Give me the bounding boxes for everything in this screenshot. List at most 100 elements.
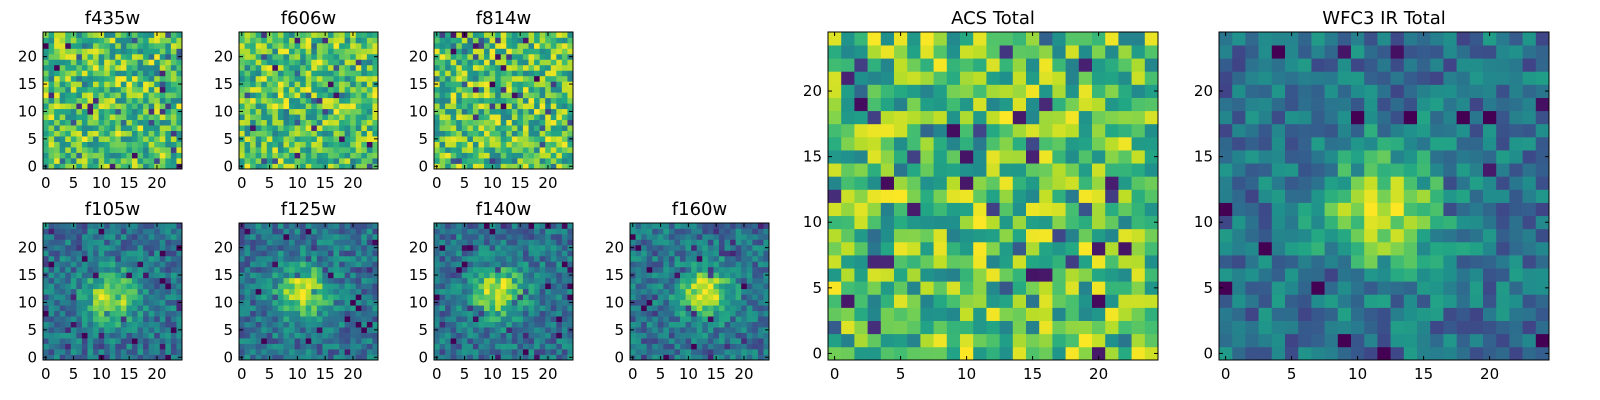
heatmap-cell xyxy=(495,108,502,115)
heatmap-cell xyxy=(339,59,345,66)
heatmap-cell xyxy=(730,261,736,268)
heatmap-cell xyxy=(511,147,518,153)
panel-title: f435w xyxy=(85,8,140,29)
heatmap-cell xyxy=(76,305,83,312)
heatmap-cell xyxy=(534,349,540,355)
heatmap-cell xyxy=(76,228,83,235)
heatmap-cell xyxy=(550,316,557,322)
heatmap-cell xyxy=(484,299,490,306)
heatmap-cell xyxy=(339,244,345,251)
heatmap-cell xyxy=(550,130,557,137)
heatmap-cell xyxy=(272,103,279,110)
heatmap-cell xyxy=(691,310,698,317)
heatmap-cell xyxy=(244,305,251,312)
heatmap-cell xyxy=(556,136,563,142)
heatmap-cell xyxy=(289,343,295,350)
heatmap-cell xyxy=(439,338,446,344)
heatmap-cell xyxy=(143,299,149,306)
heatmap-cell xyxy=(59,266,66,273)
heatmap-cell xyxy=(120,283,127,290)
heatmap-cell xyxy=(450,283,457,290)
heatmap-cell xyxy=(131,86,138,93)
heatmap-cell xyxy=(333,141,340,148)
heatmap-cell xyxy=(322,103,329,110)
heatmap-cell xyxy=(685,244,692,251)
heatmap-cell xyxy=(361,130,368,137)
heatmap-cell xyxy=(467,343,474,350)
heatmap-cell xyxy=(517,92,524,99)
heatmap-cell xyxy=(120,59,127,66)
heatmap-cell xyxy=(170,114,177,121)
heatmap-cell xyxy=(98,277,105,284)
heatmap-cell xyxy=(244,53,251,60)
heatmap-cell xyxy=(143,354,149,361)
heatmap-cell xyxy=(98,244,105,251)
heatmap-cell xyxy=(528,283,535,290)
heatmap-cell xyxy=(472,136,479,142)
heatmap-cell xyxy=(165,152,172,159)
heatmap-cell xyxy=(54,32,61,38)
heatmap-cell xyxy=(752,272,759,279)
heatmap-cell xyxy=(143,75,149,82)
heatmap-cell xyxy=(472,147,479,153)
heatmap-cell xyxy=(489,283,496,290)
heatmap-cell xyxy=(372,130,379,137)
heatmap-cell xyxy=(355,158,362,164)
heatmap-cell xyxy=(143,250,149,257)
heatmap-cell xyxy=(545,272,552,279)
heatmap-cell xyxy=(361,141,368,148)
heatmap-cell xyxy=(115,92,122,99)
heatmap-cell xyxy=(550,59,557,66)
heatmap-cell xyxy=(322,332,329,339)
heatmap-cell xyxy=(635,310,642,317)
heatmap-cell xyxy=(517,255,524,262)
heatmap-cell xyxy=(528,114,535,121)
heatmap-cell xyxy=(567,114,574,121)
heatmap-cell xyxy=(960,241,974,256)
heatmap-cell xyxy=(556,283,563,290)
heatmap-cell xyxy=(668,233,675,240)
heatmap-cell xyxy=(59,114,66,121)
heatmap-cell xyxy=(461,349,468,355)
heatmap-cell xyxy=(674,338,681,344)
heatmap-cell xyxy=(109,321,116,328)
heatmap-cell xyxy=(746,310,753,317)
heatmap-cell xyxy=(517,141,524,148)
heatmap-cell xyxy=(713,299,720,306)
heatmap-cell xyxy=(550,332,557,339)
heatmap-cell xyxy=(757,316,764,322)
heatmap-cell xyxy=(680,310,686,317)
heatmap-cell xyxy=(434,228,440,235)
heatmap-cell xyxy=(556,266,563,273)
heatmap-cell xyxy=(76,338,83,344)
heatmap-cell xyxy=(81,349,88,355)
heatmap-cell xyxy=(534,266,540,273)
heatmap-cell xyxy=(305,244,312,251)
heatmap-cell xyxy=(244,255,251,262)
y-tick-label: 10 xyxy=(214,293,233,311)
heatmap-cell xyxy=(495,228,502,235)
heatmap-cell xyxy=(277,294,284,301)
heatmap-cell xyxy=(339,255,345,262)
heatmap-cell xyxy=(1065,294,1080,308)
heatmap-cell xyxy=(561,70,568,77)
heatmap-cell xyxy=(960,333,974,348)
heatmap-cell xyxy=(718,332,725,339)
heatmap-cell xyxy=(54,239,61,246)
heatmap-cell xyxy=(534,152,540,159)
heatmap-cell xyxy=(277,130,284,137)
heatmap-cell xyxy=(372,294,379,301)
heatmap-cell xyxy=(300,59,307,66)
heatmap-cell xyxy=(322,97,329,104)
heatmap-cell xyxy=(344,316,351,322)
heatmap-cell xyxy=(322,321,329,328)
heatmap-cell xyxy=(137,223,144,229)
heatmap-cell xyxy=(81,92,88,99)
heatmap-cell xyxy=(366,119,373,126)
heatmap-cell xyxy=(534,147,540,153)
heatmap-cell xyxy=(691,343,698,350)
heatmap-cell xyxy=(65,119,72,126)
heatmap-cell xyxy=(272,158,279,164)
heatmap-cell xyxy=(255,130,262,137)
heatmap-cell xyxy=(880,346,895,361)
